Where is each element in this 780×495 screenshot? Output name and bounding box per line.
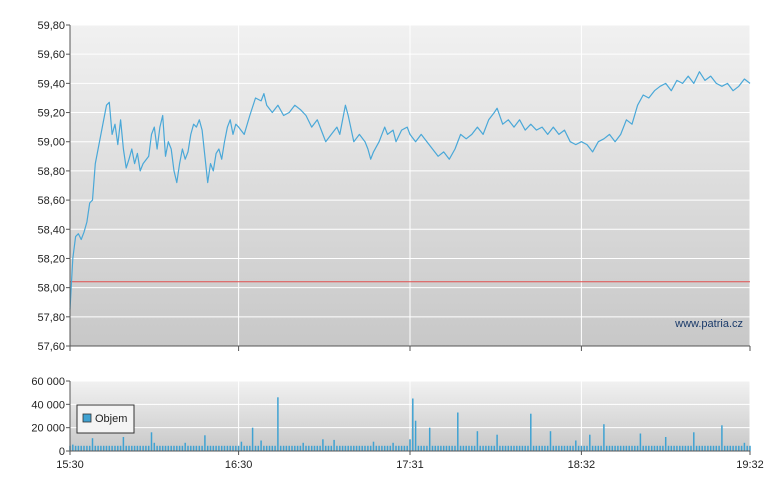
price-y-tick-label: 59,40 [37,78,65,90]
volume-y-tick-label: 40 000 [31,399,65,411]
legend-label: Objem [95,413,127,425]
x-tick-label: 17:31 [396,459,424,471]
volume-y-tick-label: 0 [59,446,65,458]
price-y-tick-label: 57,60 [37,341,65,353]
price-series-line [69,71,751,310]
x-tick-label: 18:32 [568,459,596,471]
price-y-tick-label: 58,40 [37,224,65,236]
watermark: www.patria.cz [674,318,743,330]
price-y-tick-label: 58,20 [37,253,65,265]
volume-plot: 0 20 000 40 000 60 000 15:30 16:30 17:31 18:32 1… [31,376,763,471]
price-y-tick-label: 59,20 [37,108,65,120]
price-y-tick-label: 59,80 [37,20,65,32]
volume-legend: Objem [76,404,135,434]
price-y-tick-label: 58,80 [37,166,65,178]
x-tick-label: 19:32 [736,459,764,471]
price-y-tick-label: 59,60 [37,49,65,61]
legend-swatch [82,413,92,423]
x-tick-label: 16:30 [225,459,253,471]
price-y-tick-label: 59,00 [37,137,65,149]
x-tick-label: 15:30 [56,459,84,471]
volume-y-tick-label: 20 000 [31,423,65,435]
price-plot: 57,60 57,80 58,00 58,20 58,40 58,60 58,80 59,00… [37,20,751,353]
price-y-tick-label: 57,80 [37,312,65,324]
price-y-tick-label: 58,00 [37,283,65,295]
price-y-tick-label: 58,60 [37,195,65,207]
volume-y-tick-label: 60 000 [31,376,65,388]
